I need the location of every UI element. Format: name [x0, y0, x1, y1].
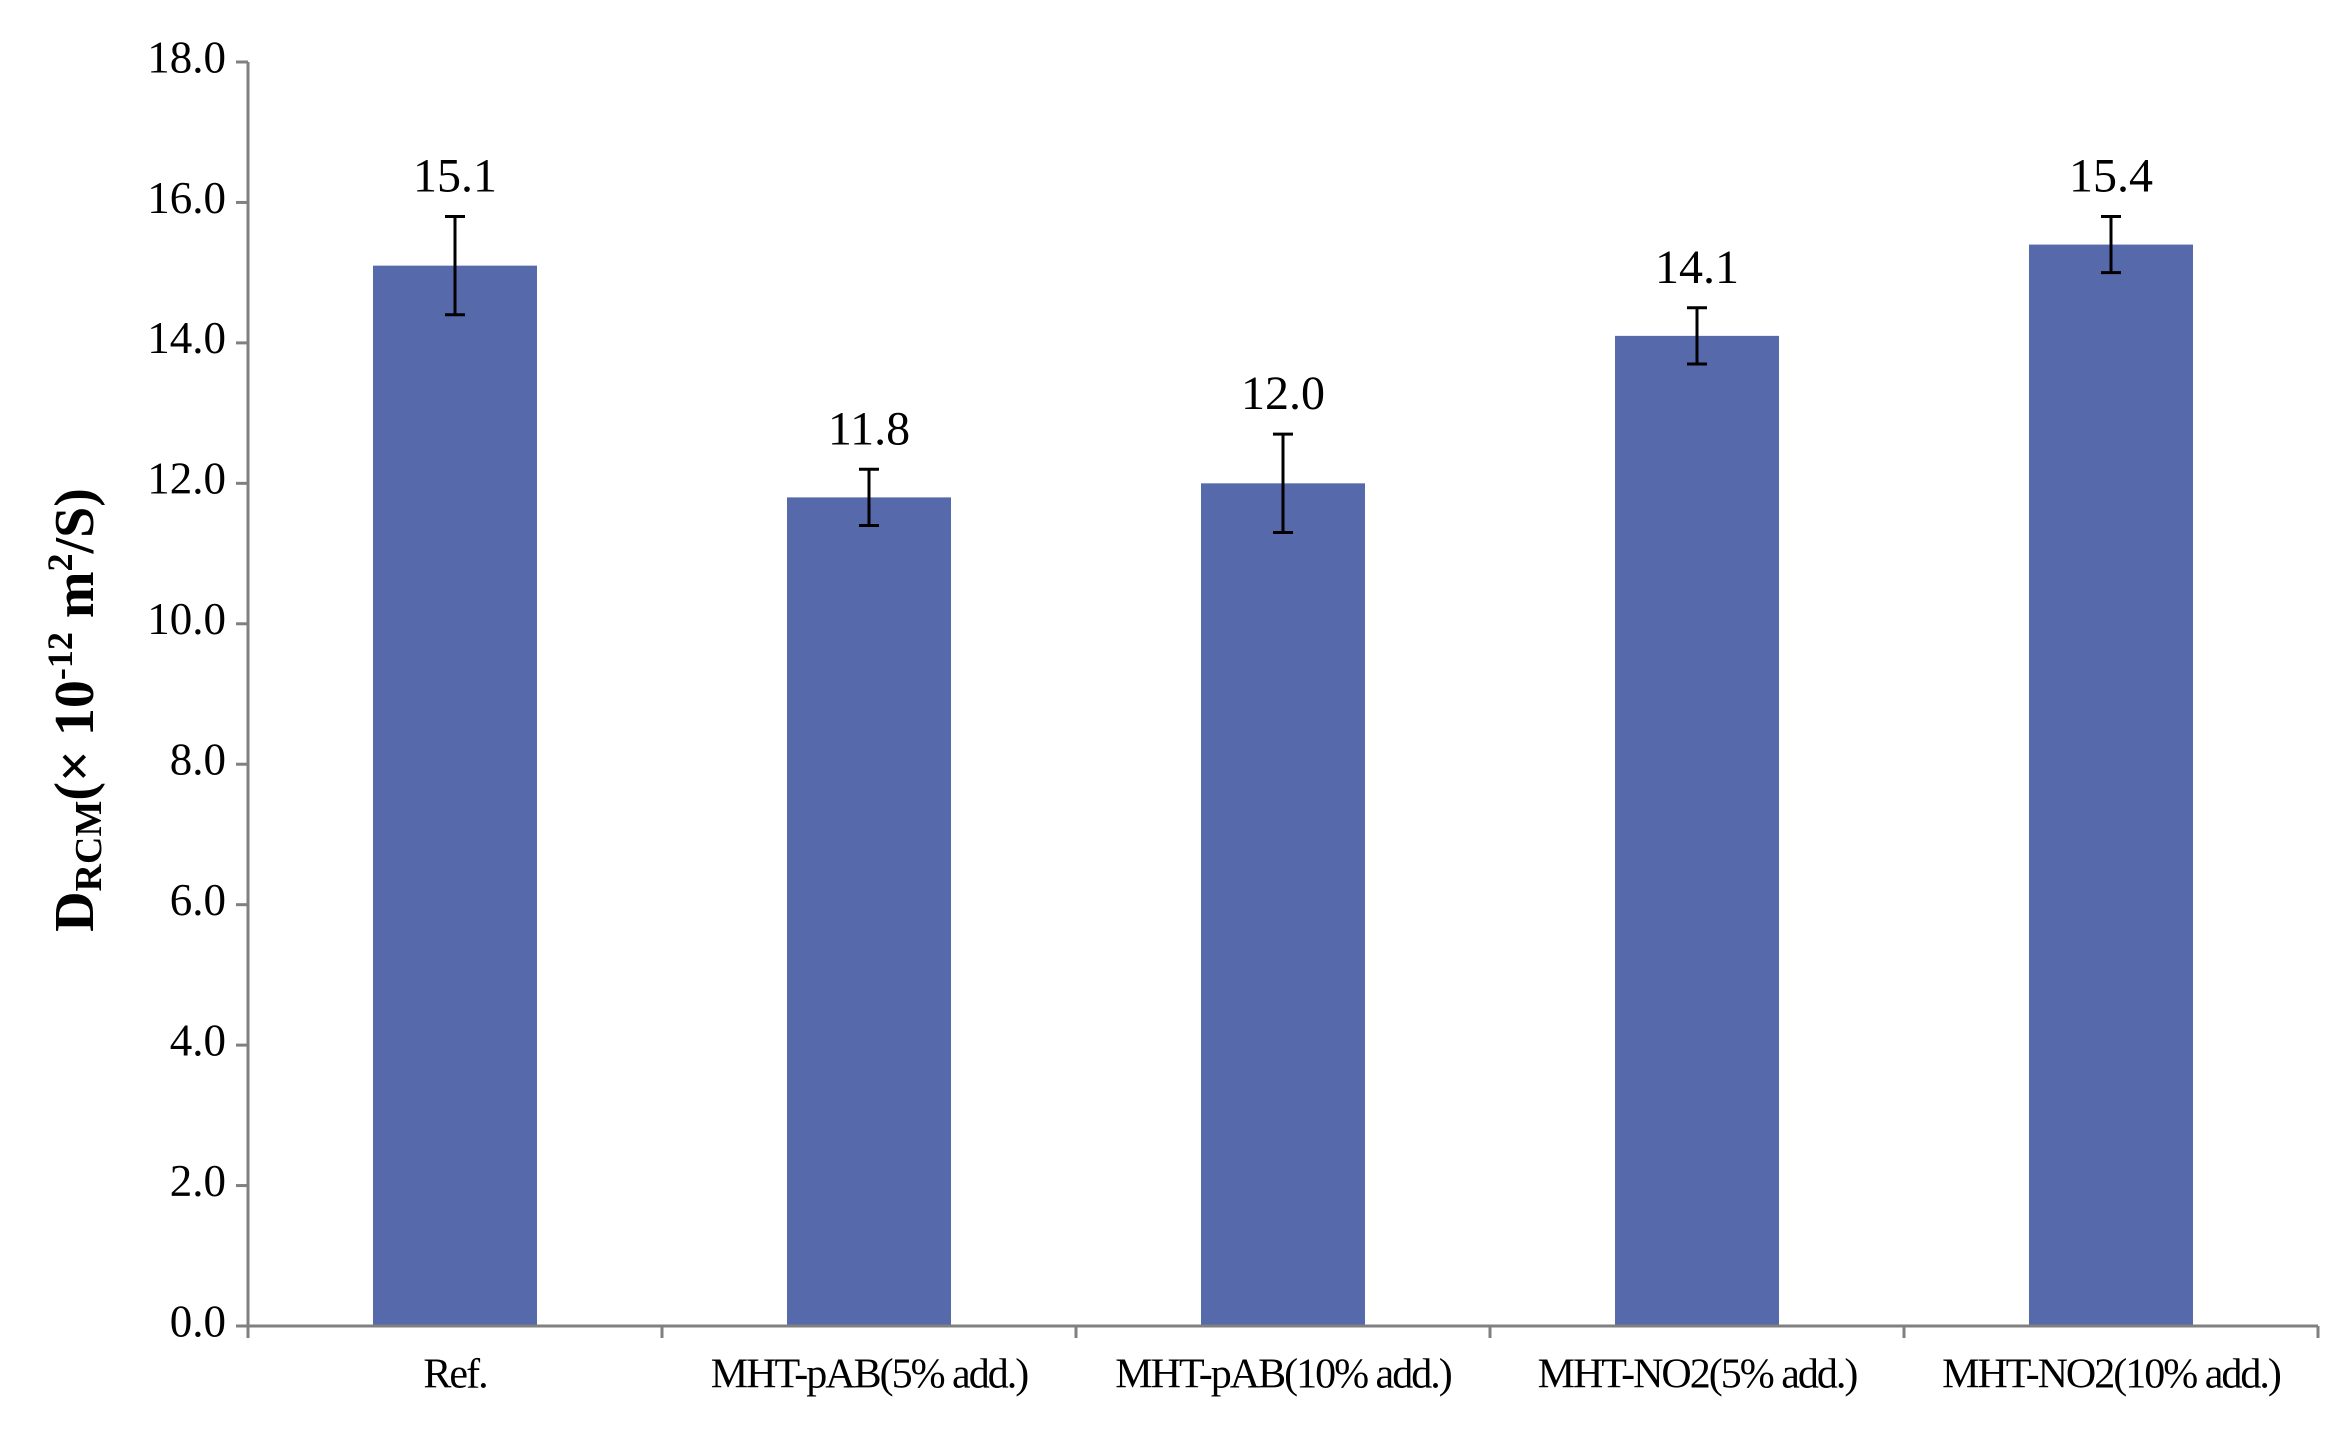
y-label-sup: -12 — [40, 632, 80, 680]
value-label: 15.1 — [413, 150, 497, 203]
bar — [2029, 244, 2193, 1327]
x-tick-label: MHT-pAB(5% add.) — [711, 1352, 1028, 1398]
y-label-sub: RCM — [68, 801, 110, 892]
y-label-part: (× 10 — [44, 680, 106, 801]
value-label: 15.4 — [2069, 150, 2153, 203]
y-tick-label: 10.0 — [147, 594, 226, 644]
x-tick-label: MHT-pAB(10% add.) — [1115, 1352, 1451, 1398]
x-tick-label: MHT-NO2(10% add.) — [1942, 1352, 2281, 1398]
y-tick-label: 14.0 — [147, 313, 226, 363]
x-tick-label: MHT-NO2(5% add.) — [1538, 1352, 1858, 1398]
y-tick-label: 2.0 — [170, 1156, 226, 1206]
y-label-part: D — [44, 891, 106, 931]
y-label-sup: 2 — [40, 553, 80, 571]
y-tick-label: 4.0 — [170, 1015, 226, 1065]
y-tick-label: 12.0 — [147, 454, 226, 504]
value-label: 12.0 — [1241, 367, 1325, 420]
y-tick-label: 6.0 — [170, 875, 226, 925]
y-axis-label: DRCM(× 10-12 m2/S) — [40, 488, 109, 932]
bar — [1201, 483, 1365, 1326]
value-label: 11.8 — [828, 402, 910, 455]
y-tick-label: 8.0 — [170, 735, 226, 785]
y-tick-label: 0.0 — [170, 1296, 226, 1346]
y-label-part: /S) — [44, 488, 106, 554]
bar — [373, 265, 537, 1327]
x-tick-label: Ref. — [423, 1352, 486, 1398]
y-tick-label: 16.0 — [147, 173, 226, 223]
value-label: 14.1 — [1655, 241, 1739, 294]
y-tick-label: 18.0 — [147, 32, 226, 82]
bar — [1615, 335, 1779, 1326]
y-label-part: m — [44, 571, 106, 632]
bar — [787, 497, 951, 1326]
